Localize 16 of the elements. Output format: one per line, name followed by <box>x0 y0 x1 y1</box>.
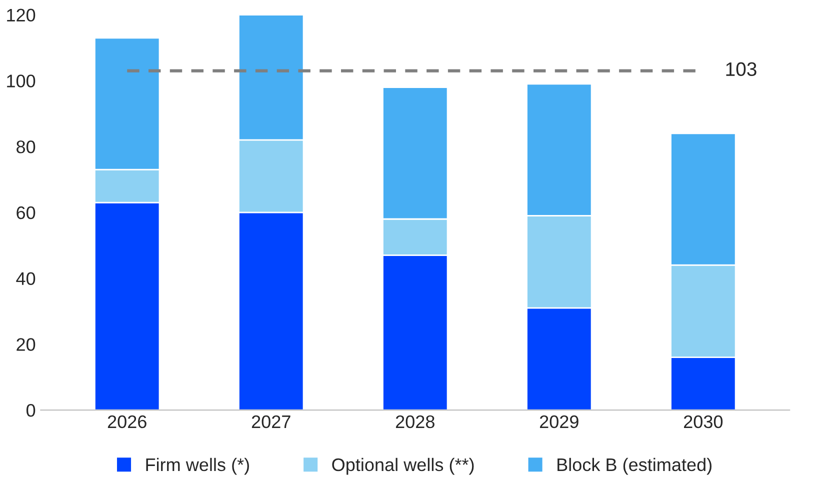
legend-label: Firm wells (*) <box>146 458 249 475</box>
y-tick-label: 40 <box>16 272 36 286</box>
y-tick-label: 120 <box>7 8 36 22</box>
y-tick-label: 100 <box>7 74 36 88</box>
legend-label: Optional wells (**) <box>332 458 474 475</box>
x-tick-label: 2030 <box>684 415 723 428</box>
x-tick-label: 2028 <box>396 415 434 428</box>
x-tick-label: 2029 <box>540 415 578 428</box>
y-tick-label: 0 <box>26 404 36 417</box>
y-tick-label: 80 <box>16 140 36 154</box>
ref-line-label: 103 <box>726 62 756 76</box>
y-tick-label: 20 <box>16 338 36 351</box>
y-tick-label: 60 <box>16 206 36 220</box>
legend-label: Block B (estimated) <box>558 458 712 475</box>
x-tick-label: 2027 <box>252 415 290 428</box>
x-tick-label: 2026 <box>108 415 146 428</box>
